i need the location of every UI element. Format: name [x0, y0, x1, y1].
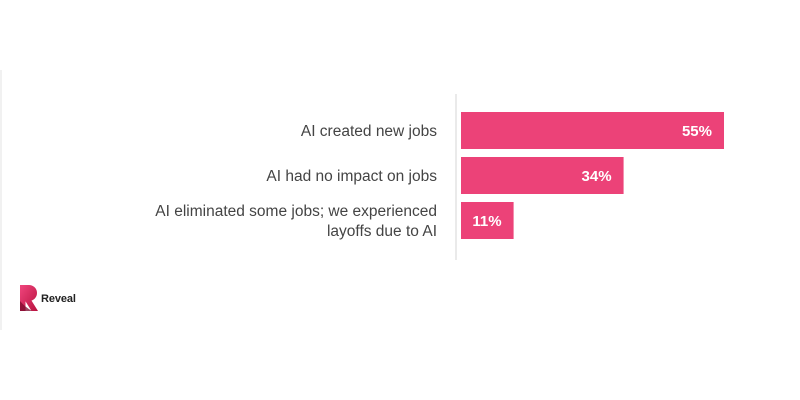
bar-2: [461, 157, 624, 194]
bar-value-label-3: 11%: [472, 213, 501, 230]
category-label-1: AI created new jobs: [301, 123, 437, 140]
category-labels: AI created new jobs AI had no impact on j…: [155, 123, 437, 240]
panel-edge: [0, 70, 2, 330]
bar-value-label-1: 55%: [682, 123, 712, 140]
brand-name: Reveal: [41, 293, 76, 305]
bar-1: [461, 112, 724, 149]
category-label-2: AI had no impact on jobs: [266, 168, 437, 185]
reveal-logo: Reveal: [18, 283, 76, 313]
category-label-3-line-1: AI eliminated some jobs; we experienced: [155, 203, 437, 220]
bars: 55% 34% 11%: [461, 112, 724, 239]
category-label-3-line-2: layoffs due to AI: [327, 223, 437, 240]
bar-3: [461, 202, 514, 239]
bar-value-label-2: 34%: [582, 168, 612, 185]
reveal-r-logo-icon: [20, 285, 38, 311]
